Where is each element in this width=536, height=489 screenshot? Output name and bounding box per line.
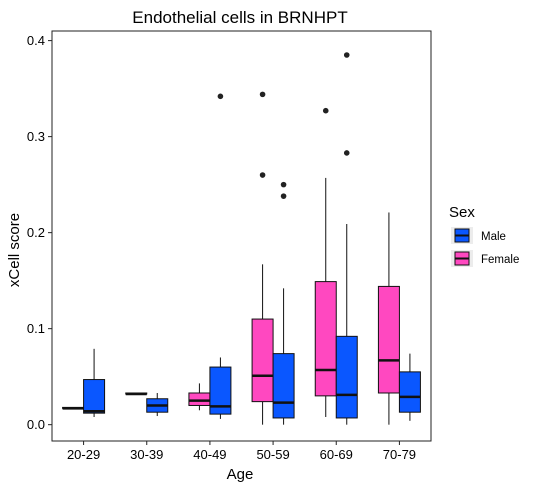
- outlier-point: [280, 193, 287, 199]
- legend-item-male: Male: [451, 227, 506, 244]
- legend-label-female: Female: [481, 254, 519, 266]
- outlier-point: [259, 172, 266, 178]
- x-tick-label: 60-69: [320, 447, 353, 462]
- box-male-50-59: [272, 181, 295, 425]
- box-iqr: [314, 281, 337, 397]
- box-male-70-79: [398, 353, 421, 421]
- x-axis-title: Age: [227, 466, 254, 483]
- box-series: [62, 52, 421, 425]
- y-tick-label: 0.3: [27, 129, 45, 144]
- x-tick-label: 50-59: [256, 447, 289, 462]
- legend-item-female: Female: [451, 250, 519, 267]
- box-male-40-49: [209, 93, 232, 419]
- x-axis: 20-29 30-39 40-49 50-59 60-69 70-79: [67, 441, 416, 462]
- box-female-40-49: [188, 383, 211, 411]
- box-iqr: [335, 335, 358, 419]
- box-female-20-29: [62, 406, 85, 410]
- y-tick-label: 0.4: [27, 33, 45, 48]
- box-male-30-39: [146, 392, 169, 417]
- box-iqr: [377, 285, 400, 394]
- box-female-60-69: [314, 107, 337, 417]
- outlier-point: [280, 181, 287, 188]
- box-iqr: [251, 318, 274, 403]
- outlier-point: [343, 52, 350, 58]
- y-tick-label: 0.0: [27, 417, 45, 432]
- x-tick-label: 30-39: [130, 447, 163, 462]
- outlier-point: [343, 150, 350, 156]
- plot-panel: [51, 30, 432, 442]
- legend: Sex Male Female: [449, 204, 519, 267]
- box-male-20-29: [83, 348, 106, 417]
- y-axis: 0.0 0.1 0.2 0.3 0.4: [27, 33, 52, 432]
- x-tick-label: 70-79: [383, 447, 416, 462]
- y-tick-label: 0.1: [27, 321, 45, 336]
- box-iqr: [272, 353, 295, 419]
- y-tick-label: 0.2: [27, 225, 45, 240]
- box-female-70-79: [377, 212, 400, 425]
- box-female-30-39: [125, 392, 148, 396]
- box-iqr: [209, 366, 232, 415]
- y-axis-title: xCell score: [6, 213, 23, 287]
- outlier-point: [322, 107, 329, 114]
- chart-title: Endothelial cells in BRNHPT: [132, 8, 347, 27]
- outlier-point: [217, 93, 224, 100]
- x-tick-label: 20-29: [67, 447, 100, 462]
- box-iqr: [398, 371, 421, 413]
- legend-label-male: Male: [481, 231, 506, 243]
- outlier-point: [259, 91, 266, 98]
- x-tick-label: 40-49: [193, 447, 226, 462]
- box-male-60-69: [335, 52, 358, 425]
- box-iqr: [83, 379, 106, 414]
- legend-title: Sex: [449, 204, 475, 221]
- box-female-50-59: [251, 91, 274, 425]
- box-iqr: [188, 392, 211, 406]
